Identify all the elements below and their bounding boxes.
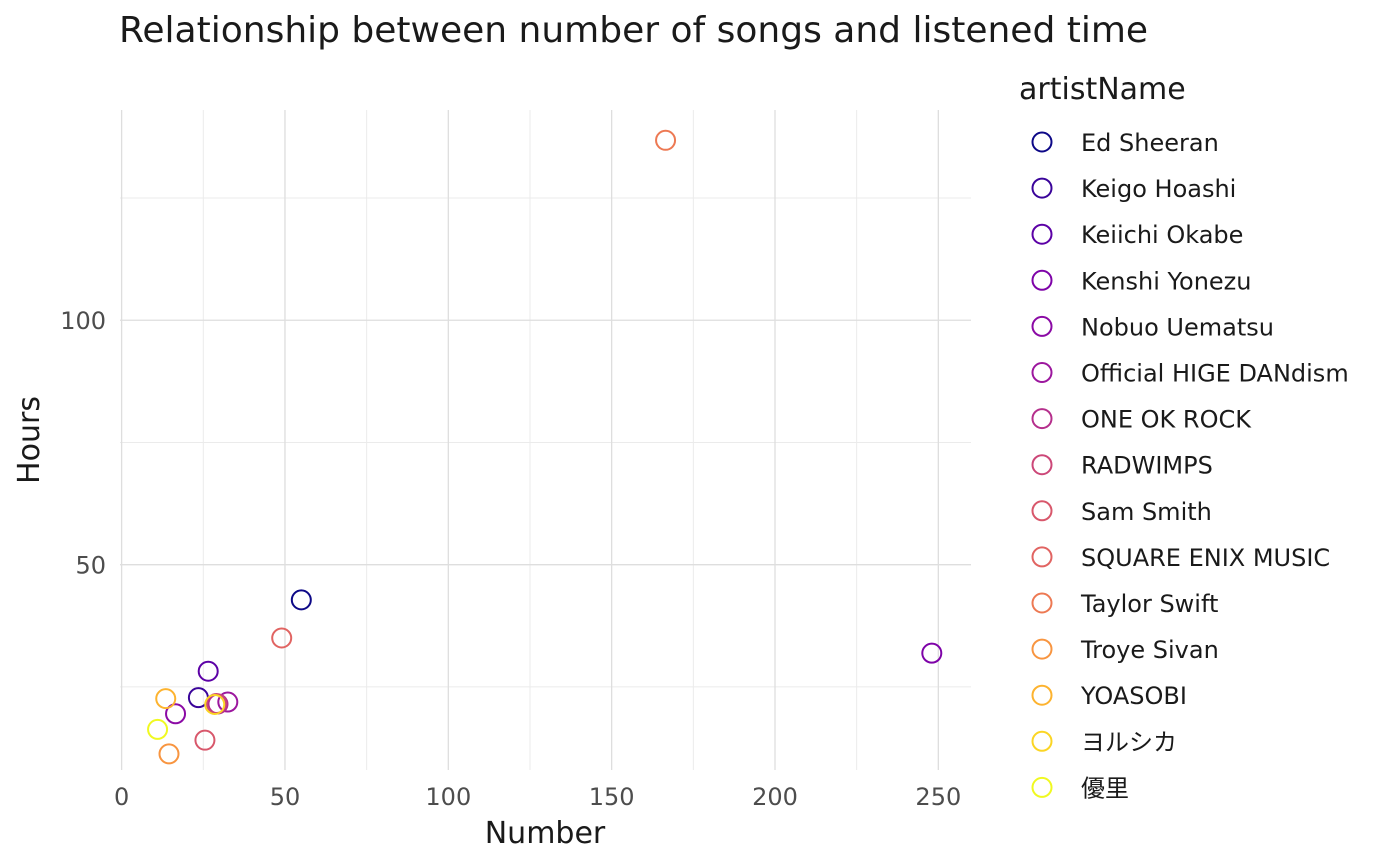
legend-marker [1031, 177, 1053, 199]
legend-title: artistName [1019, 72, 1186, 107]
x-tick-label: 250 [915, 783, 961, 811]
legend-marker [1031, 269, 1053, 291]
chart-title: Relationship between number of songs and… [119, 10, 1149, 51]
legend-label: Taylor Swift [1080, 590, 1218, 618]
legend-marker [1031, 362, 1053, 383]
legend-marker [1031, 546, 1053, 568]
legend-marker [1031, 592, 1053, 614]
legend-label: Ed Sheeran [1081, 129, 1219, 157]
x-tick-label: 150 [589, 783, 635, 811]
legend-label: Troye Sivan [1080, 636, 1219, 664]
data-point [655, 129, 677, 151]
legend-label: Keigo Hoashi [1081, 175, 1236, 203]
legend-marker [1031, 131, 1053, 153]
x-axis-ticks: 0 50 100 150 200 250 [114, 783, 961, 811]
legend-label: YOASOBI [1080, 682, 1187, 710]
x-tick-label: 0 [114, 783, 129, 811]
x-tick-label: 50 [270, 783, 301, 811]
data-point [158, 743, 180, 765]
data-point [921, 642, 943, 664]
y-tick-label: 50 [75, 552, 106, 580]
data-point [165, 703, 187, 725]
legend: Ed Sheeran Keigo Hoashi Keiichi Okabe Kensh… [1031, 129, 1349, 802]
legend-label: ヨルシカ [1081, 728, 1177, 756]
y-tick-label: 100 [60, 307, 106, 335]
data-point [147, 718, 169, 740]
legend-marker [1031, 684, 1053, 706]
data-point [290, 589, 312, 611]
legend-label: 優里 [1081, 774, 1129, 802]
legend-label: Kenshi Yonezu [1081, 267, 1251, 295]
x-axis-title: Number [485, 816, 606, 851]
data-point [194, 729, 216, 751]
data-point [197, 660, 219, 682]
legend-marker [1031, 315, 1053, 337]
data-points [147, 129, 943, 765]
legend-label: Nobuo Uematsu [1081, 313, 1274, 341]
legend-marker [1031, 500, 1053, 522]
data-point [217, 691, 239, 713]
legend-label: Sam Smith [1081, 498, 1212, 526]
y-axis-title: Hours [12, 396, 47, 484]
legend-marker [1031, 454, 1053, 476]
x-tick-label: 200 [752, 783, 798, 811]
x-tick-label: 100 [425, 783, 471, 811]
legend-label: Keiichi Okabe [1081, 221, 1243, 249]
data-point [271, 627, 293, 649]
minor-gridlines [120, 110, 971, 770]
y-axis-ticks: 50 100 [60, 307, 106, 579]
legend-label: SQUARE ENIX MUSIC [1081, 544, 1330, 572]
data-point [155, 688, 177, 710]
legend-marker [1031, 638, 1053, 660]
legend-label: ONE OK ROCK [1081, 406, 1252, 434]
legend-marker [1031, 408, 1053, 430]
legend-label: Official HIGE DANdism [1081, 360, 1349, 388]
legend-marker [1031, 730, 1053, 752]
legend-marker [1031, 223, 1053, 245]
data-point [204, 693, 226, 715]
legend-marker [1031, 776, 1053, 798]
legend-label: RADWIMPS [1081, 452, 1213, 480]
major-gridlines [120, 110, 971, 770]
